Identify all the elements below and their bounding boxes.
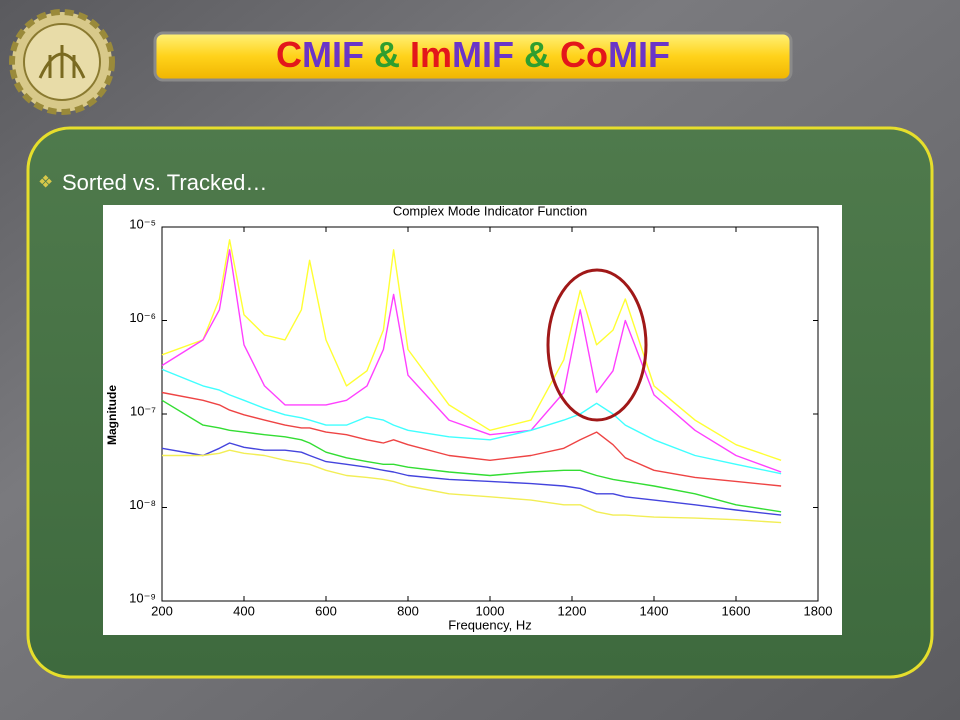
series-line xyxy=(161,249,782,473)
x-tick-label: 400 xyxy=(233,603,255,618)
bullet-icon: ❖ xyxy=(38,172,53,191)
title-part: Co xyxy=(560,34,608,75)
plot: 200 400 600 800 1000 1200 1400 1600 1800 10⁻⁹ 10⁻⁸… xyxy=(129,216,832,618)
title-part: Im xyxy=(410,34,452,75)
chart-title: Complex Mode Indicator Function xyxy=(393,203,587,218)
x-tick-label: 1000 xyxy=(476,603,505,618)
y-tick-label: 10⁻⁹ xyxy=(129,590,156,605)
y-tick-label: 10⁻⁸ xyxy=(129,497,156,512)
series-line xyxy=(161,239,782,461)
slide-title: CMIF & ImMIF & CoMIF xyxy=(276,34,670,75)
series-line xyxy=(162,449,782,524)
series-line xyxy=(161,368,782,475)
title-part: MIF xyxy=(452,34,514,75)
bullet-text: Sorted vs. Tracked… xyxy=(62,170,267,195)
title-part: & xyxy=(514,34,560,75)
highlight-ellipse xyxy=(546,268,648,422)
x-tick-label: 1400 xyxy=(640,603,669,618)
title-part: & xyxy=(364,34,410,75)
series-line xyxy=(161,391,782,487)
title-part: C xyxy=(276,34,302,75)
x-axis-label: Frequency, Hz xyxy=(448,617,532,632)
title-banner xyxy=(153,31,793,82)
x-tick-label: 800 xyxy=(397,603,419,618)
x-tick-label: 600 xyxy=(315,603,337,618)
y-tick-label: 10⁻⁷ xyxy=(130,403,156,418)
title-part: MIF xyxy=(608,34,670,75)
y-axis-label: Magnitude xyxy=(105,385,119,445)
logo xyxy=(9,9,115,115)
x-tick-label: 200 xyxy=(151,603,173,618)
y-tick-label: 10⁻⁵ xyxy=(129,216,156,231)
y-tick-label: 10⁻⁶ xyxy=(129,310,156,325)
x-tick-label: 1600 xyxy=(722,603,751,618)
x-tick-label: 1800 xyxy=(804,603,833,618)
series-line xyxy=(161,442,782,516)
series-line xyxy=(161,399,782,513)
title-part: MIF xyxy=(302,34,364,75)
x-tick-label: 1200 xyxy=(558,603,587,618)
